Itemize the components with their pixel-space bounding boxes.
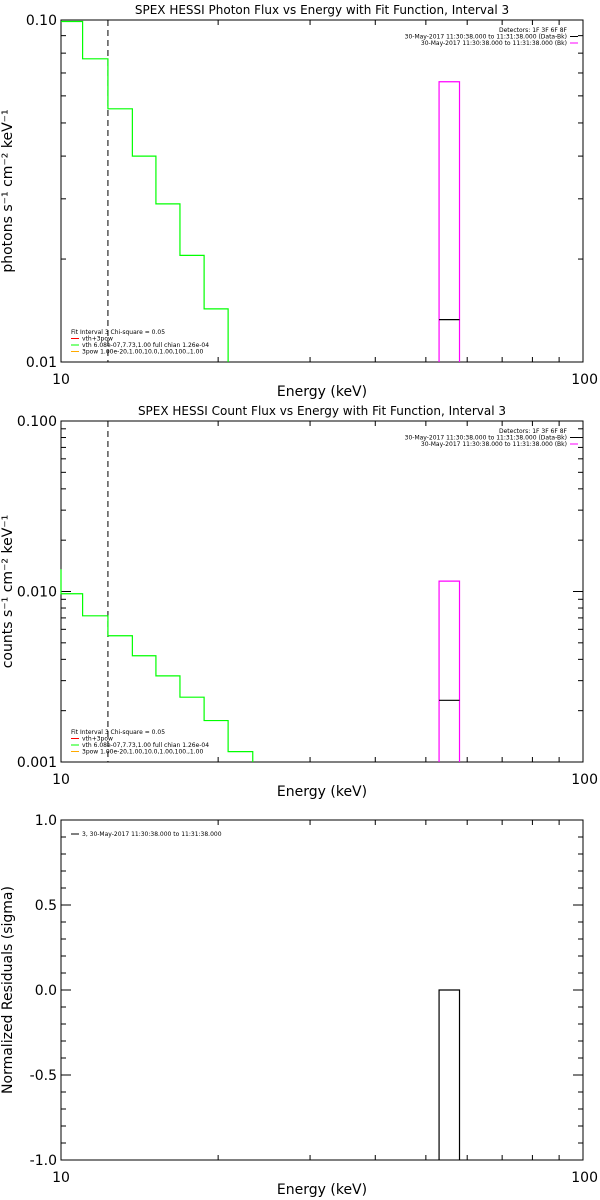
legend-text: Detectors: 1F 3F 6F 8F — [499, 428, 568, 435]
legend-text: 3pow 1.00e-20,1.00,10.0,1.00,100.,1.00 — [82, 349, 203, 356]
chart-title: SPEX HESSI Count Flux vs Energy with Fit… — [138, 404, 506, 418]
x-tick-label: 100 — [571, 372, 598, 388]
y-tick-label: 0.5 — [35, 898, 57, 914]
x-tick-label: 10 — [52, 772, 70, 788]
legend-text: vth+3pow — [82, 736, 113, 743]
legend-text: Detectors: 1F 3F 6F 8F — [499, 27, 568, 34]
y-tick-label: 1.0 — [35, 813, 57, 829]
legend-text: vth 6.08e-07,7.73,1.00 full chian 1.26e-… — [82, 342, 209, 349]
y-tick-label: -1.0 — [30, 1153, 57, 1169]
legend-text: vth+3pow — [82, 336, 113, 343]
chart-title: SPEX HESSI Photon Flux vs Energy with Fi… — [135, 3, 509, 17]
photon-flux-panel: SPEX HESSI Photon Flux vs Energy with Fi… — [0, 3, 598, 400]
legend-text: vth 6.08e-07,7.73,1.00 full chian 1.26e-… — [82, 742, 209, 749]
legend-text: Fit Interval 3 Chi-square = 0.05 — [71, 329, 165, 336]
legend-text: 30-May-2017 11:30:38.000 to 11:31:38.000… — [405, 34, 567, 41]
background-bar — [438, 81, 461, 362]
y-axis-label: counts s⁻¹ cm⁻² keV⁻¹ — [0, 515, 16, 669]
x-tick-label: 100 — [571, 772, 598, 788]
x-tick-label: 10 — [52, 1170, 70, 1186]
legend-text: 3, 30-May-2017 11:30:38.000 to 11:31:38.… — [82, 831, 222, 838]
plot-frame — [60, 819, 584, 1161]
plot-frame — [60, 420, 584, 763]
y-tick-label: 0.0 — [35, 983, 57, 999]
legend-text: Fit Interval 3 Chi-square = 0.05 — [71, 729, 165, 736]
x-tick-label: 100 — [571, 1170, 598, 1186]
legend-text: 3pow 1.00e-20,1.00,10.0,1.00,100.,1.00 — [82, 749, 203, 756]
legend-text: 30-May-2017 11:30:38.000 to 11:31:38.000… — [421, 40, 567, 47]
y-tick-label: -0.5 — [30, 1068, 57, 1084]
y-axis-label: photons s⁻¹ cm⁻² keV⁻¹ — [0, 109, 16, 272]
y-axis-label: Normalized Residuals (sigma) — [0, 886, 16, 1094]
model-step-line — [61, 20, 229, 362]
legend-text: 30-May-2017 11:30:38.000 to 11:31:38.000… — [405, 435, 567, 442]
model-step-line — [60, 569, 254, 762]
y-tick-label: 0.010 — [17, 585, 57, 601]
residual-bar — [438, 989, 461, 1160]
x-axis-label: Energy (keV) — [277, 384, 367, 400]
y-tick-label: 0.001 — [17, 755, 57, 771]
x-axis-label: Energy (keV) — [277, 1182, 367, 1198]
x-tick-label: 10 — [52, 372, 70, 388]
x-axis-label: Energy (keV) — [277, 784, 367, 800]
y-tick-label: 0.01 — [26, 355, 57, 371]
legend-text: 30-May-2017 11:30:38.000 to 11:31:38.000… — [421, 441, 567, 448]
y-tick-label: 0.10 — [26, 13, 57, 29]
y-tick-label: 0.100 — [17, 414, 57, 430]
residuals-panel: 10 100 Energy (keV) -1.0 -0.5 0.0 0.5 1.0 Normal… — [0, 813, 598, 1198]
count-flux-panel: SPEX HESSI Count Flux vs Energy with Fit… — [0, 404, 598, 800]
background-bar — [438, 580, 461, 762]
plot-frame — [60, 19, 584, 363]
